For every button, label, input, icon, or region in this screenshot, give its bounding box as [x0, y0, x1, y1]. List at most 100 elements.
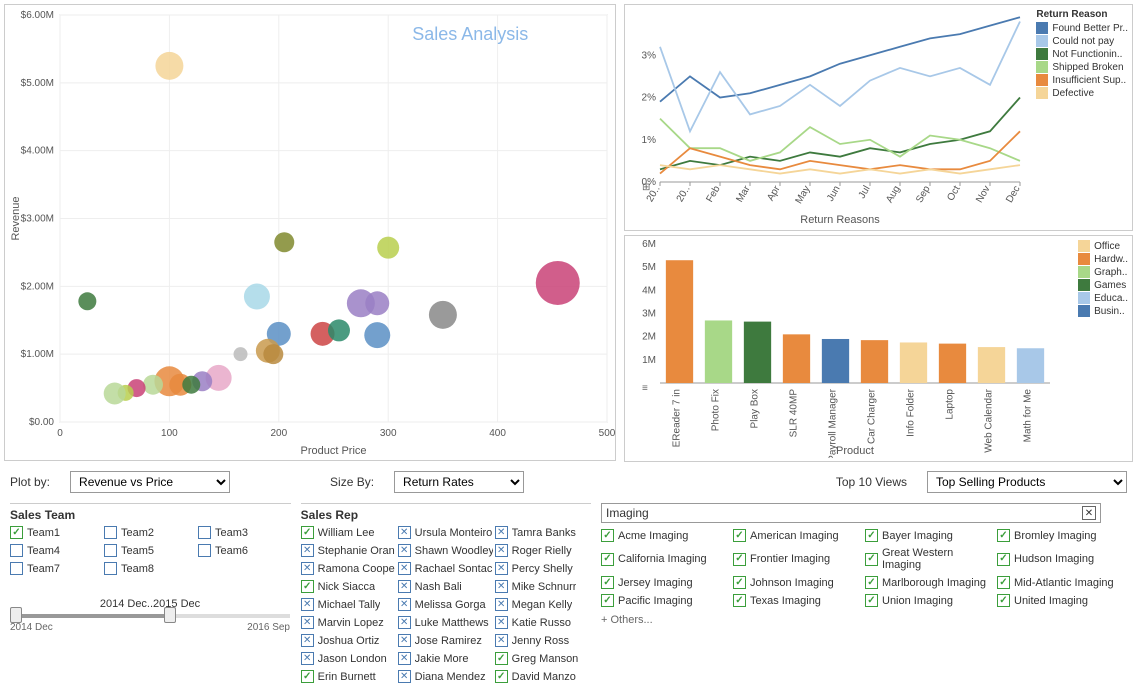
svg-text:Aug: Aug: [884, 184, 902, 205]
svg-text:$4.00M: $4.00M: [21, 146, 54, 157]
svg-text:Nov: Nov: [974, 184, 992, 205]
rep-checkbox[interactable]: Katie Russo: [495, 616, 590, 629]
svg-text:2%: 2%: [642, 93, 657, 104]
imaging-checkbox[interactable]: Hudson Imaging: [997, 547, 1127, 571]
svg-text:Jul: Jul: [857, 184, 873, 201]
team-checkbox[interactable]: Team4: [10, 544, 100, 557]
svg-text:300: 300: [380, 428, 397, 439]
svg-text:EReader 7 in: EReader 7 in: [672, 389, 683, 447]
imaging-checkbox[interactable]: Texas Imaging: [733, 594, 863, 607]
rep-checkbox[interactable]: Luke Matthews: [398, 616, 493, 629]
imaging-checkbox[interactable]: Great Western Imaging: [865, 547, 995, 571]
svg-text:$2.00M: $2.00M: [21, 281, 54, 292]
scatter-chart: 0100200300400500$0.00$1.00M$2.00M$3.00M$…: [4, 4, 616, 461]
svg-text:1%: 1%: [642, 135, 657, 146]
top10-select[interactable]: Top Selling Products: [927, 471, 1127, 493]
rep-checkbox[interactable]: Marvin Lopez: [301, 616, 396, 629]
svg-text:4M: 4M: [642, 285, 656, 296]
rep-checkbox[interactable]: Nash Bali: [398, 580, 493, 593]
svg-text:$1.00M: $1.00M: [21, 349, 54, 360]
imaging-checkbox[interactable]: Johnson Imaging: [733, 576, 863, 589]
svg-text:2M: 2M: [642, 332, 656, 343]
svg-text:$0.00: $0.00: [29, 417, 54, 428]
rep-checkbox[interactable]: Stephanie Oran: [301, 544, 396, 557]
svg-text:6M: 6M: [642, 239, 656, 250]
rep-checkbox[interactable]: William Lee: [301, 526, 396, 539]
rep-checkbox[interactable]: Percy Shelly: [495, 562, 590, 575]
team-checkbox[interactable]: Team5: [104, 544, 194, 557]
size-by-select[interactable]: Return Rates: [394, 471, 524, 493]
imaging-checkbox[interactable]: Bromley Imaging: [997, 529, 1127, 542]
imaging-checkbox[interactable]: American Imaging: [733, 529, 863, 542]
svg-text:Oct: Oct: [945, 184, 962, 203]
svg-text:Photo Fix: Photo Fix: [711, 389, 722, 431]
rep-checkbox[interactable]: Erin Burnett: [301, 670, 396, 683]
rep-checkbox[interactable]: Jakie More: [398, 652, 493, 665]
svg-text:Feb: Feb: [704, 184, 722, 205]
imaging-checkbox[interactable]: Frontier Imaging: [733, 547, 863, 571]
close-icon[interactable]: ✕: [1082, 506, 1096, 520]
slider-end: 2016 Sep: [247, 622, 290, 633]
svg-text:Math for Me: Math for Me: [1023, 389, 1034, 443]
rep-checkbox[interactable]: Jose Ramirez: [398, 634, 493, 647]
rep-checkbox[interactable]: Megan Kelly: [495, 598, 590, 611]
sales-rep-title: Sales Rep: [301, 508, 591, 522]
svg-text:$6.00M: $6.00M: [21, 10, 54, 21]
imaging-checkbox[interactable]: Marlborough Imaging: [865, 576, 995, 589]
imaging-checkbox[interactable]: California Imaging: [601, 547, 731, 571]
rep-checkbox[interactable]: Jenny Ross: [495, 634, 590, 647]
imaging-search[interactable]: Imaging ✕: [601, 503, 1101, 523]
date-slider[interactable]: 2014 Dec..2015 Dec 2014 Dec 2016 Sep: [10, 598, 290, 633]
imaging-checkbox[interactable]: Jersey Imaging: [601, 576, 731, 589]
svg-text:≡: ≡: [642, 383, 648, 394]
rep-checkbox[interactable]: Roger Rielly: [495, 544, 590, 557]
imaging-checkbox[interactable]: Pacific Imaging: [601, 594, 731, 607]
rep-checkbox[interactable]: Melissa Gorga: [398, 598, 493, 611]
rep-checkbox[interactable]: Mike Schnurr: [495, 580, 590, 593]
imaging-checkbox[interactable]: Acme Imaging: [601, 529, 731, 542]
svg-text:0: 0: [57, 428, 63, 439]
rep-checkbox[interactable]: Ramona Coope: [301, 562, 396, 575]
svg-text:200: 200: [270, 428, 287, 439]
imaging-checkbox[interactable]: United Imaging: [997, 594, 1127, 607]
rep-checkbox[interactable]: Joshua Ortiz: [301, 634, 396, 647]
svg-text:May: May: [794, 184, 813, 206]
search-text: Imaging: [606, 506, 649, 520]
rep-checkbox[interactable]: Shawn Woodley: [398, 544, 493, 557]
slider-range-label: 2014 Dec..2015 Dec: [10, 598, 290, 610]
rep-checkbox[interactable]: Jason London: [301, 652, 396, 665]
others-link[interactable]: + Others...: [601, 614, 1127, 626]
team-checkbox[interactable]: Team3: [198, 526, 288, 539]
rep-checkbox[interactable]: Nick Siacca: [301, 580, 396, 593]
team-checkbox[interactable]: Team2: [104, 526, 194, 539]
svg-text:Revenue: Revenue: [10, 196, 22, 240]
top10-label: Top 10 Views: [836, 475, 907, 489]
slider-start: 2014 Dec: [10, 622, 53, 633]
rep-checkbox[interactable]: Greg Manson: [495, 652, 590, 665]
imaging-checkbox[interactable]: Mid-Atlantic Imaging: [997, 576, 1127, 589]
imaging-checkbox[interactable]: Union Imaging: [865, 594, 995, 607]
bar-chart: 1M2M3M4M5M6M≡EReader 7 inPhoto FixPlay B…: [624, 235, 1133, 462]
svg-text:5M: 5M: [642, 262, 656, 273]
rep-checkbox[interactable]: Ursula Monteiro: [398, 526, 493, 539]
svg-text:Info Folder: Info Folder: [906, 388, 917, 436]
svg-text:Sep: Sep: [914, 184, 933, 205]
svg-text:Laptop: Laptop: [945, 389, 956, 420]
line-chart: 0%1%2%3%20..20..FebMarAprMayJunJulAugSep…: [624, 4, 1133, 231]
svg-text:20..: 20..: [675, 184, 693, 204]
team-checkbox[interactable]: Team1: [10, 526, 100, 539]
svg-text:Mar: Mar: [734, 183, 752, 204]
sales-team-title: Sales Team: [10, 508, 291, 522]
imaging-checkbox[interactable]: Bayer Imaging: [865, 529, 995, 542]
rep-checkbox[interactable]: David Manzo: [495, 670, 590, 683]
svg-text:400: 400: [489, 428, 506, 439]
rep-checkbox[interactable]: Tamra Banks: [495, 526, 590, 539]
team-checkbox[interactable]: Team8: [104, 562, 194, 575]
team-checkbox[interactable]: Team6: [198, 544, 288, 557]
rep-checkbox[interactable]: Rachael Sontac: [398, 562, 493, 575]
plot-by-select[interactable]: Revenue vs Price: [70, 471, 230, 493]
rep-checkbox[interactable]: Diana Mendez: [398, 670, 493, 683]
rep-checkbox[interactable]: Michael Tally: [301, 598, 396, 611]
team-checkbox[interactable]: Team7: [10, 562, 100, 575]
svg-text:⊞: ⊞: [642, 182, 650, 193]
